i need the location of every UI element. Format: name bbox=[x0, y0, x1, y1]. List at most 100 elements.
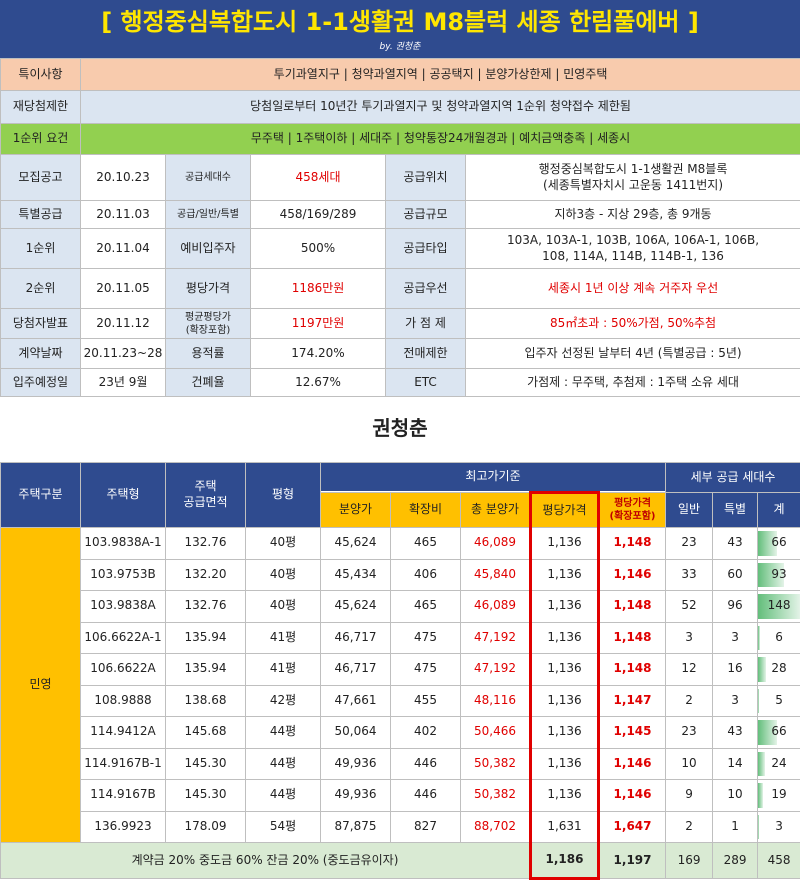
cell: 106.6622A-1 bbox=[80, 621, 166, 654]
info-table: 특이사항 투기과열지구 | 청약과열지역 | 공공택지 | 분양가상한제 | 민영… bbox=[0, 58, 800, 397]
cell: 47,661 bbox=[320, 684, 391, 717]
detail-row: 당첨자발표 20.11.12 평균평당가 (확장포함) 1197만원 가 점 제 85㎡초… bbox=[0, 308, 800, 339]
cell: 3 bbox=[712, 684, 759, 717]
cell: 114.9167B-1 bbox=[80, 747, 166, 780]
summary-value: 무주택 | 1주택이하 | 세대주 | 청약통장24개월경과 | 예치금액충족 … bbox=[79, 123, 800, 155]
detail-label: 당첨자발표 bbox=[0, 308, 81, 339]
cell: 44평 bbox=[245, 716, 321, 749]
cell: 66 bbox=[757, 527, 800, 560]
detail-value: 행정중심복합도시 1-1생활권 M8블록 (세종특별자치시 고운동 1411번지… bbox=[464, 154, 800, 201]
cell: 465 bbox=[390, 527, 461, 560]
detail-label: 평당가격 bbox=[165, 268, 251, 309]
cell: 145.30 bbox=[165, 779, 246, 812]
cell: 23 bbox=[665, 716, 714, 749]
cell: 1,147 bbox=[597, 684, 667, 717]
cell: 1,136 bbox=[529, 527, 600, 560]
detail-value: 20.11.23~28 bbox=[80, 338, 166, 369]
cell: 1,146 bbox=[597, 558, 667, 591]
detail-label: 모집공고 bbox=[0, 154, 81, 201]
cell: 44평 bbox=[245, 779, 321, 812]
byline: by. 권청춘 bbox=[379, 42, 421, 52]
detail-value: 174.20% bbox=[250, 338, 386, 369]
cell: 135.94 bbox=[165, 621, 246, 654]
detail-label: 공급위치 bbox=[385, 154, 466, 201]
detail-label: 2순위 bbox=[0, 268, 81, 309]
cell: 46,717 bbox=[320, 653, 391, 686]
cell: 46,089 bbox=[460, 527, 531, 560]
cell: 46,717 bbox=[320, 621, 391, 654]
cell: 138.68 bbox=[165, 684, 246, 717]
cell-text: 66 bbox=[771, 535, 787, 550]
column-header: 주택 공급면적 bbox=[165, 462, 246, 528]
cell: 103.9753B bbox=[80, 558, 166, 591]
cell: 1,136 bbox=[529, 779, 600, 812]
detail-value: 1186만원 bbox=[250, 268, 386, 309]
cell: 49,936 bbox=[320, 747, 391, 780]
cell: 103.9838A-1 bbox=[80, 527, 166, 560]
cell-text: 93 bbox=[771, 566, 787, 581]
detail-label: 1순위 bbox=[0, 228, 81, 269]
cell: 50,064 bbox=[320, 716, 391, 749]
cell: 148 bbox=[757, 590, 800, 623]
cell: 136.9923 bbox=[80, 810, 166, 843]
cell: 40평 bbox=[245, 558, 321, 591]
cell: 106.6622A bbox=[80, 653, 166, 686]
column-header: 평형 bbox=[245, 462, 321, 528]
cell: 455 bbox=[390, 684, 461, 717]
total-bar bbox=[758, 751, 765, 776]
column-subheader: 계 bbox=[757, 492, 800, 528]
cell: 1,136 bbox=[529, 590, 600, 623]
cell: 47,192 bbox=[460, 621, 531, 654]
cell: 93 bbox=[757, 558, 800, 591]
cell: 1,136 bbox=[529, 747, 600, 780]
cell: 1,148 bbox=[597, 621, 667, 654]
cell: 1,136 bbox=[529, 558, 600, 591]
detail-label: 공급타입 bbox=[385, 228, 466, 269]
cell: 41평 bbox=[245, 653, 321, 686]
detail-label: 공급/일반/특별 bbox=[165, 200, 251, 229]
data-row: 106.6622A-1 135.94 41평 46,717 475 47,192 1,136… bbox=[1, 621, 800, 654]
cell: 24 bbox=[757, 747, 800, 780]
detail-value: 458/169/289 bbox=[250, 200, 386, 229]
detail-label: 특별공급 bbox=[0, 200, 81, 229]
detail-row: 1순위 20.11.04 예비입주자 500% 공급타입 103A, 103A-1, 10… bbox=[0, 228, 800, 269]
detail-label: 예비입주자 bbox=[165, 228, 251, 269]
cell: 3 bbox=[757, 810, 800, 843]
detail-value: 입주자 선정된 날부터 4년 (특별공급 : 5년) bbox=[464, 338, 800, 369]
detail-value: 12.67% bbox=[250, 368, 386, 397]
detail-value: 103A, 103A-1, 103B, 106A, 106A-1, 106B, … bbox=[464, 228, 800, 269]
cell: 46,089 bbox=[460, 590, 531, 623]
data-row: 114.9412A 145.68 44평 50,064 402 50,466 1,136 1,… bbox=[1, 716, 800, 749]
total-bar bbox=[758, 814, 759, 839]
cell: 132.76 bbox=[165, 590, 246, 623]
cell: 1,148 bbox=[597, 653, 667, 686]
cell: 16 bbox=[712, 653, 759, 686]
footer-value: 458 bbox=[757, 842, 800, 879]
cell: 14 bbox=[712, 747, 759, 780]
detail-label: 계약날짜 bbox=[0, 338, 81, 369]
detail-value: 458세대 bbox=[250, 154, 386, 201]
cell-text: 24 bbox=[771, 755, 787, 770]
cell: 40평 bbox=[245, 590, 321, 623]
cell: 465 bbox=[390, 590, 461, 623]
detail-value: 85㎡초과 : 50%가점, 50%추첨 bbox=[464, 308, 800, 339]
cell-text: 3 bbox=[775, 818, 783, 833]
cell: 132.20 bbox=[165, 558, 246, 591]
cell: 1 bbox=[712, 810, 759, 843]
data-row: 106.6622A 135.94 41평 46,717 475 47,192 1,136 1,… bbox=[1, 653, 800, 686]
footer-row: 계약금 20% 중도금 60% 잔금 20% (중도금유이자) 1,186 1,19… bbox=[0, 842, 800, 880]
cell: 1,136 bbox=[529, 621, 600, 654]
detail-value: 20.11.03 bbox=[80, 200, 166, 229]
total-bar bbox=[758, 688, 760, 713]
total-bar bbox=[758, 783, 764, 808]
footer-value: 289 bbox=[712, 842, 759, 879]
cell: 50,382 bbox=[460, 779, 531, 812]
cell: 52 bbox=[665, 590, 714, 623]
detail-value: 지하3층 - 지상 29층, 총 9개동 bbox=[464, 200, 800, 229]
cell: 28 bbox=[757, 653, 800, 686]
detail-label: 건폐율 bbox=[165, 368, 251, 397]
detail-row: 2순위 20.11.05 평당가격 1186만원 공급우선 세종시 1년 이상 계속 거주… bbox=[0, 268, 800, 309]
cell: 1,631 bbox=[529, 810, 600, 843]
detail-value: 23년 9월 bbox=[80, 368, 166, 397]
detail-label: 공급우선 bbox=[385, 268, 466, 309]
